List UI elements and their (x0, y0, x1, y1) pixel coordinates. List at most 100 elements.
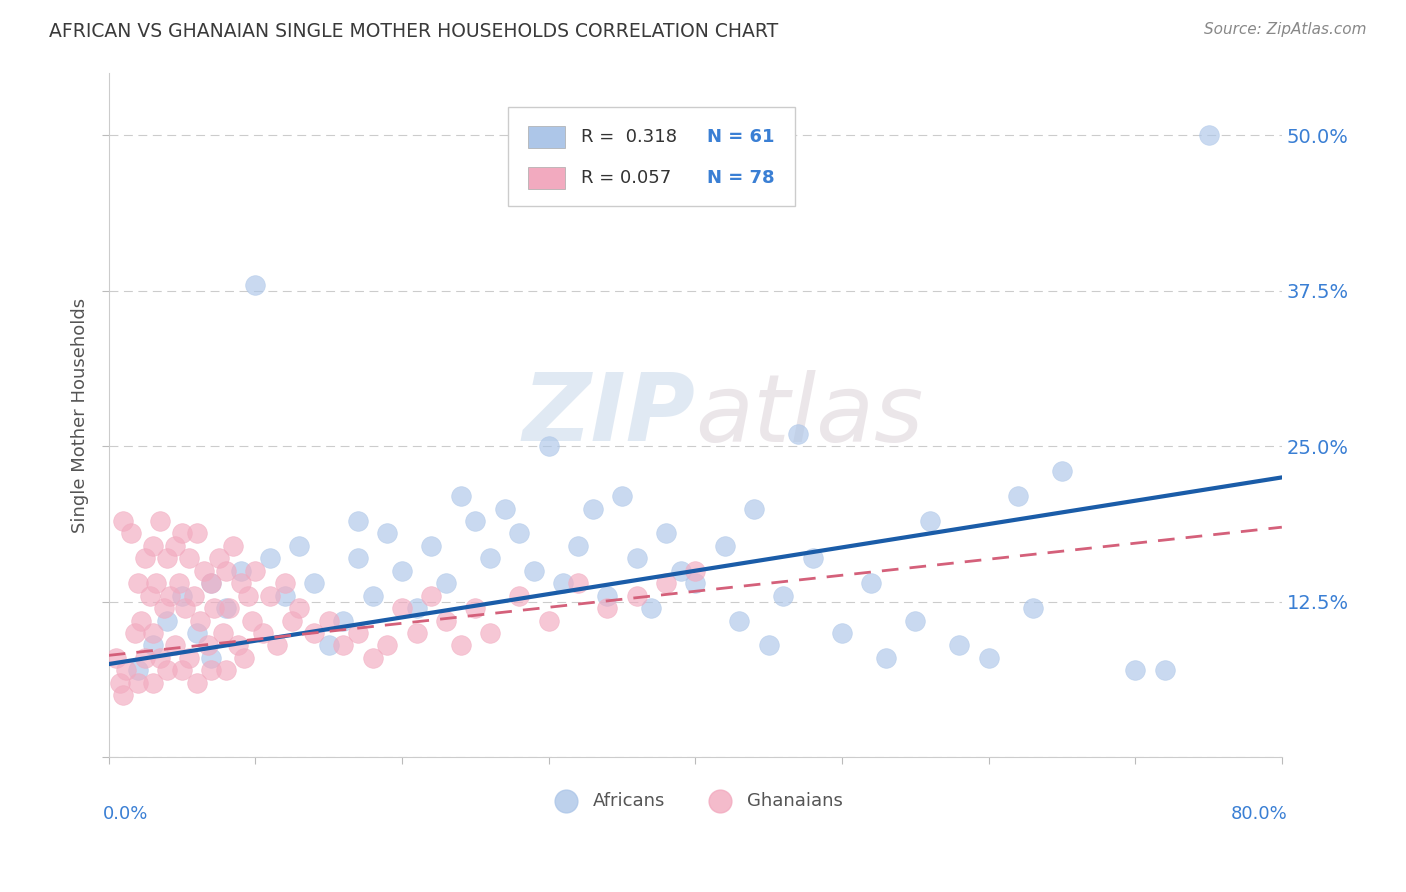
Point (302, 576, 325, 591)
Point (318, 614, 340, 628)
Text: atlas: atlas (696, 369, 924, 460)
Point (149, 650, 172, 665)
Point (332, 614, 354, 628)
Point (215, 663, 238, 677)
Point (159, 589, 181, 603)
Point (537, 614, 560, 628)
Point (149, 514, 172, 528)
Text: N = 78: N = 78 (707, 169, 775, 186)
Point (229, 564, 252, 578)
Point (610, 489, 633, 503)
Point (174, 601, 197, 615)
Point (640, 601, 662, 615)
Point (252, 626, 274, 640)
Point (626, 589, 648, 603)
Point (391, 564, 413, 578)
Point (127, 675, 149, 690)
Point (115, 663, 138, 677)
Bar (527, 126, 565, 147)
Point (450, 639, 472, 653)
Point (186, 526, 208, 541)
Point (183, 589, 205, 603)
Point (273, 589, 295, 603)
Point (450, 489, 472, 503)
Point (405, 601, 427, 615)
Point (464, 601, 486, 615)
Point (508, 589, 530, 603)
Point (200, 576, 222, 591)
Point (434, 614, 457, 628)
Point (1021, 601, 1043, 615)
Point (120, 526, 142, 541)
Text: N = 61: N = 61 (707, 128, 775, 145)
Text: R =  0.318: R = 0.318 (582, 128, 678, 145)
Point (728, 614, 751, 628)
Point (110, 675, 132, 690)
Point (142, 626, 165, 640)
Point (655, 526, 678, 541)
Point (464, 514, 486, 528)
Point (332, 639, 354, 653)
Point (229, 576, 252, 591)
Text: ZIP: ZIP (523, 369, 696, 461)
Point (142, 639, 165, 653)
Point (1198, 128, 1220, 143)
Point (208, 551, 231, 566)
Point (420, 589, 443, 603)
Point (232, 650, 254, 665)
Point (405, 626, 427, 640)
Y-axis label: Single Mother Households: Single Mother Households (72, 298, 89, 533)
Point (596, 589, 619, 603)
Point (142, 675, 165, 690)
Point (434, 576, 457, 591)
Point (163, 539, 186, 553)
Text: R = 0.057: R = 0.057 (582, 169, 672, 186)
Point (112, 514, 135, 528)
Point (758, 639, 780, 653)
Point (186, 626, 208, 640)
FancyBboxPatch shape (508, 107, 794, 206)
Point (200, 650, 222, 665)
Point (139, 589, 162, 603)
Point (281, 614, 304, 628)
Point (167, 576, 190, 591)
Point (163, 639, 186, 653)
Point (1123, 663, 1146, 677)
Point (831, 626, 853, 640)
Point (129, 614, 152, 628)
Point (537, 439, 560, 453)
Point (134, 650, 156, 665)
Point (179, 650, 201, 665)
Point (215, 601, 238, 615)
Point (193, 564, 215, 578)
Point (273, 576, 295, 591)
Point (200, 663, 222, 677)
Point (567, 576, 589, 591)
Point (567, 539, 589, 553)
Point (508, 526, 530, 541)
Point (596, 601, 619, 615)
Point (156, 551, 179, 566)
Point (156, 614, 179, 628)
Point (347, 551, 370, 566)
Point (977, 650, 1000, 665)
Point (669, 564, 692, 578)
Point (801, 551, 824, 566)
Point (156, 663, 179, 677)
Point (420, 539, 443, 553)
Point (142, 539, 165, 553)
Point (288, 601, 311, 615)
Point (245, 564, 267, 578)
Point (302, 626, 325, 640)
Point (259, 551, 281, 566)
Point (215, 564, 238, 578)
Point (179, 551, 201, 566)
Point (948, 639, 970, 653)
Point (259, 589, 281, 603)
Text: AFRICAN VS GHANAIAN SINGLE MOTHER HOUSEHOLDS CORRELATION CHART: AFRICAN VS GHANAIAN SINGLE MOTHER HOUSEH… (49, 22, 779, 41)
Point (145, 576, 167, 591)
Point (655, 576, 678, 591)
Point (772, 589, 794, 603)
Point (361, 589, 384, 603)
Point (245, 277, 267, 292)
